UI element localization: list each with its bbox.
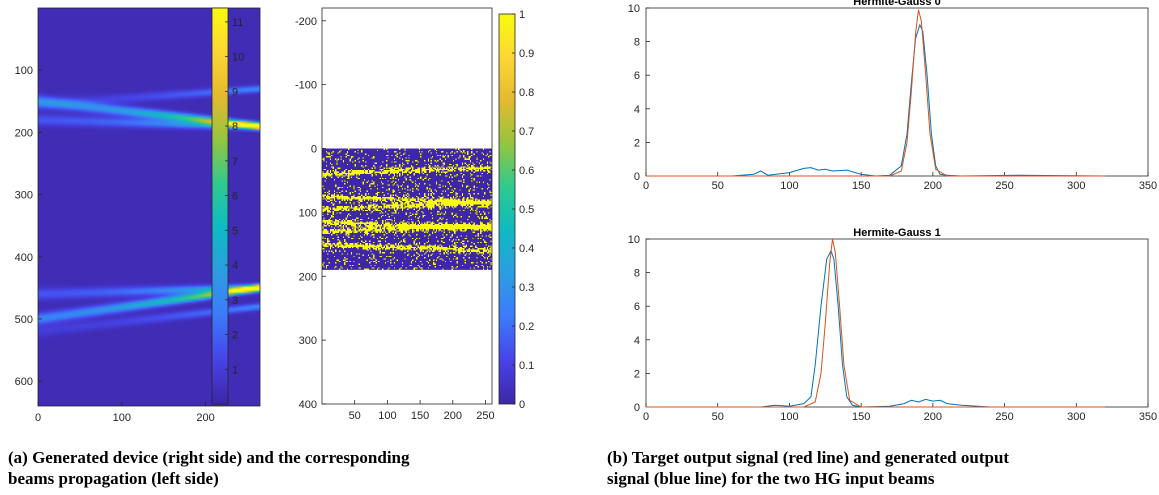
colorbar-tick-label: 4 <box>232 260 238 272</box>
y-tick-label: 200 <box>15 127 33 139</box>
colorbar-tick-label: 9 <box>232 86 238 98</box>
red-series-line <box>646 9 1105 177</box>
colorbar-propagation <box>211 7 229 405</box>
line-chart-axes-box <box>645 238 1149 408</box>
x-tick-label: 250 <box>995 180 1013 192</box>
y-tick-label: 4 <box>634 335 640 347</box>
y-tick-label: 200 <box>299 271 317 283</box>
caption-b-line-2: signal (blue line) for the two HG input … <box>607 469 935 488</box>
colorbar-tick-label: 0 <box>519 399 525 411</box>
y-tick-label: 6 <box>634 70 640 82</box>
caption-b: (b) Target output signal (red line) and … <box>607 447 1009 489</box>
y-tick-label: 600 <box>15 376 33 388</box>
x-tick-label: 50 <box>349 410 361 422</box>
colorbar-tick-label: 0.6 <box>519 165 534 177</box>
colorbar-tick-label: 2 <box>232 330 238 342</box>
colorbar-tick-label: 0.8 <box>519 87 534 99</box>
caption-b-line-1: (b) Target output signal (red line) and … <box>607 448 1010 467</box>
blue-series-line <box>646 23 1106 177</box>
y-tick-label: 0 <box>634 402 640 414</box>
colorbar-tick-label: 1 <box>232 364 238 376</box>
x-tick-label: 100 <box>378 410 396 422</box>
y-tick-label: 400 <box>299 399 317 411</box>
y-tick-label: 2 <box>634 137 640 149</box>
x-tick-label: 0 <box>643 411 649 423</box>
beam-propagation-axes-box <box>37 7 261 407</box>
y-tick-label: 8 <box>634 37 640 49</box>
colorbar-tick-label: 5 <box>232 225 238 237</box>
colorbar-tick-label: 0.3 <box>519 282 534 294</box>
line-chart-0: 0 50 100 150 200 250 300 350 0 2 4 6 8 10 Hermite-Gaus… <box>628 0 1157 192</box>
x-tick-label: 250 <box>995 411 1013 423</box>
colorbar-tick-label: 3 <box>232 295 238 307</box>
y-tick-label: 8 <box>634 268 640 280</box>
x-tick-label: 100 <box>780 411 798 423</box>
y-tick-label: 100 <box>15 65 33 77</box>
x-tick-label: 200 <box>444 410 462 422</box>
x-tick-label: 200 <box>924 180 942 192</box>
y-tick-label: 10 <box>628 3 640 15</box>
x-tick-label: 150 <box>852 411 870 423</box>
colorbar-tick-label: 0.2 <box>519 321 534 333</box>
y-tick-label: 6 <box>634 301 640 313</box>
x-tick-label: 300 <box>1067 411 1085 423</box>
colorbar-tick-label: 11 <box>232 17 243 29</box>
y-tick-label: 0 <box>634 171 640 183</box>
y-tick-label: 300 <box>15 190 33 202</box>
x-tick-label: 350 <box>1139 180 1157 192</box>
y-tick-label: -200 <box>295 16 317 28</box>
generated-device-axes-box <box>321 7 493 405</box>
colorbar-tick-label: 6 <box>232 191 238 203</box>
x-tick-label: 200 <box>196 412 214 424</box>
x-tick-label: 100 <box>113 412 131 424</box>
x-tick-label: 150 <box>852 180 870 192</box>
y-tick-label: 10 <box>628 234 640 246</box>
colorbar-tick-label: 0.9 <box>519 48 534 60</box>
x-tick-label: 0 <box>643 180 649 192</box>
line-chart-axes-box <box>645 7 1149 177</box>
line-chart-title: Hermite-Gauss 1 <box>853 227 940 239</box>
y-tick-label: 4 <box>634 104 640 116</box>
colorbar-tick-label: 10 <box>232 52 244 64</box>
line-chart-1: 0 50 100 150 200 250 300 350 0 2 4 6 8 10 Hermite-Gaus… <box>628 227 1157 423</box>
caption-a-line-2: beams propagation (left side) <box>8 469 219 488</box>
beam-propagation-plot: 0 100 200 100 200 300 400 500 600 1 2 3 4 5 6 7 8 9 10 11 <box>15 7 261 424</box>
y-tick-label: 300 <box>299 335 317 347</box>
colorbar-tick-label: 1 <box>519 9 525 21</box>
x-tick-label: 50 <box>712 411 724 423</box>
y-tick-label: 2 <box>634 368 640 380</box>
colorbar-tick-label: 0.1 <box>519 360 534 372</box>
x-tick-label: 200 <box>924 411 942 423</box>
colorbar-tick-label: 7 <box>232 156 238 168</box>
generated-device-image <box>322 148 492 270</box>
y-tick-label: -100 <box>295 80 317 92</box>
x-tick-label: 50 <box>712 180 724 192</box>
colorbar-tick-label: 0.7 <box>519 126 534 138</box>
colorbar-tick-label: 8 <box>232 121 238 133</box>
caption-a: (a) Generated device (right side) and th… <box>8 447 410 489</box>
caption-a-line-1: (a) Generated device (right side) and th… <box>8 448 410 467</box>
y-tick-label: 400 <box>15 252 33 264</box>
x-tick-label: 300 <box>1067 180 1085 192</box>
x-tick-label: 0 <box>35 412 41 424</box>
x-tick-label: 250 <box>476 410 494 422</box>
x-tick-label: 350 <box>1139 411 1157 423</box>
line-chart-title: Hermite-Gauss 0 <box>853 0 940 8</box>
x-tick-label: 100 <box>780 180 798 192</box>
red-series-line <box>646 238 1105 408</box>
colorbar-tick-label: 0.4 <box>519 243 534 255</box>
colorbar-tick-label: 0.5 <box>519 204 534 216</box>
x-tick-label: 150 <box>411 410 429 422</box>
y-tick-label: 500 <box>15 314 33 326</box>
generated-device-plot: 50 100 150 200 250 -200 -100 0 100 200 300 400 0 0.1 0… <box>295 7 534 422</box>
y-tick-label: 100 <box>299 207 317 219</box>
blue-series-line <box>646 249 1105 408</box>
y-tick-label: 0 <box>311 144 317 156</box>
